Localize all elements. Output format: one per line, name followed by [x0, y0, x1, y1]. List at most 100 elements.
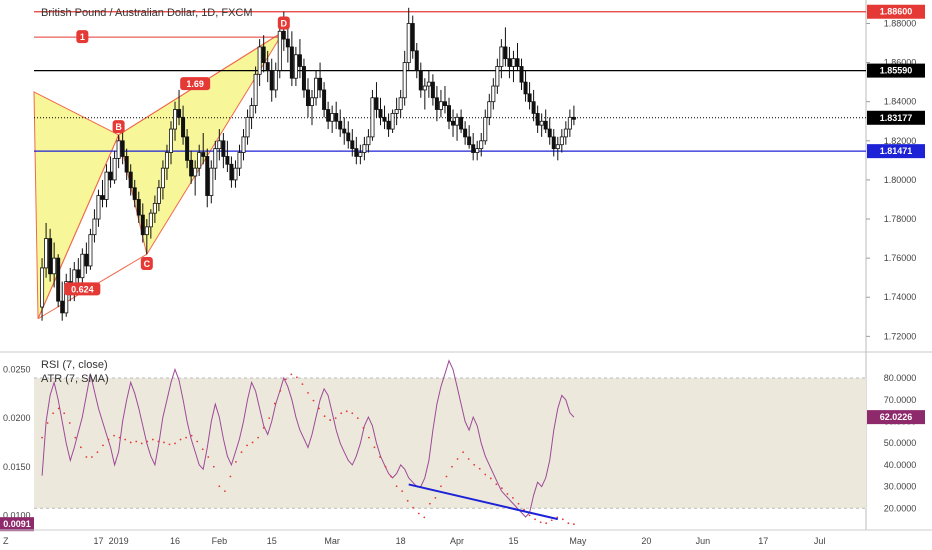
- atr-dot: [484, 473, 487, 476]
- atr-dot: [41, 436, 43, 439]
- rsi-tick-label: 20.0000: [884, 503, 917, 513]
- candle-body: [543, 120, 548, 130]
- candle-body: [265, 62, 270, 71]
- atr-last-tag: [0, 517, 34, 532]
- candle-body: [471, 144, 476, 153]
- atr-dot: [179, 438, 182, 441]
- candle-body: [434, 97, 439, 110]
- candle-body: [459, 116, 464, 130]
- candle-body: [571, 116, 576, 120]
- atr-dot: [157, 440, 160, 443]
- atr-dot: [190, 434, 193, 437]
- atr-dot: [428, 502, 431, 505]
- time-tick-label: Apr: [450, 536, 464, 546]
- candle-body: [318, 77, 323, 91]
- candle-body: [261, 46, 266, 63]
- atr-dot: [495, 483, 498, 486]
- candle-body: [539, 120, 544, 126]
- candle-body: [350, 140, 355, 150]
- candle-body: [257, 46, 262, 75]
- candle-body: [358, 152, 363, 157]
- atr-dot: [500, 487, 503, 490]
- candle-body: [273, 70, 278, 91]
- atr-dot: [545, 522, 548, 525]
- candle-body: [418, 70, 423, 91]
- time-tick-label: Feb: [212, 536, 228, 546]
- candle-body: [52, 257, 57, 275]
- candle-body: [451, 120, 456, 126]
- candle-body: [527, 93, 532, 103]
- candle-body: [390, 113, 395, 130]
- candle-body: [281, 30, 286, 40]
- time-axis[interactable]: 17 2019 16 Feb 15 Mar 18 Apr 15 May 20 Jun 17 Jul: [0, 529, 932, 546]
- atr-dot: [246, 444, 248, 447]
- candle-body: [88, 234, 93, 267]
- atr-dot: [445, 475, 448, 478]
- atr-dot: [345, 410, 348, 413]
- atr-dot: [534, 518, 537, 521]
- price-tick-label: 1.74000: [884, 292, 917, 302]
- rsi-line: [41, 359, 575, 518]
- pattern-leg-xb: [37, 134, 120, 319]
- candle-body: [64, 281, 69, 314]
- corner-label: Z: [3, 536, 9, 546]
- candle-body: [523, 81, 528, 95]
- atr-dot: [462, 451, 465, 454]
- price-tick-label: 1.84000: [884, 97, 917, 107]
- candle-body: [217, 140, 222, 150]
- candle-body: [209, 167, 214, 196]
- candle-body: [438, 101, 443, 110]
- atr-dot: [395, 485, 398, 488]
- atr-dot: [318, 407, 320, 410]
- pattern-label-text: 1.69: [186, 79, 204, 89]
- atr-dot: [506, 493, 509, 495]
- candle-body: [551, 136, 556, 150]
- candle-body: [124, 156, 129, 173]
- rsi-band: [34, 378, 866, 509]
- candle-body: [177, 109, 182, 118]
- atr-dot: [379, 456, 381, 458]
- pattern-label-badge: [277, 16, 290, 30]
- atr-dot: [412, 506, 415, 509]
- atr-dot: [185, 436, 187, 439]
- candle-body: [201, 152, 206, 157]
- atr-dot: [235, 461, 237, 463]
- candle-body: [84, 253, 89, 267]
- atr-tick-label: 0.0100: [3, 510, 31, 520]
- price-tick-label: 1.88000: [884, 18, 917, 28]
- atr-dot: [91, 456, 93, 458]
- candle-body: [96, 195, 101, 220]
- candle-body: [241, 136, 246, 153]
- atr-dot: [550, 519, 553, 522]
- atr-tick-label: 0.0200: [3, 413, 31, 423]
- level-price-tag: [867, 4, 925, 19]
- indicator-pane[interactable]: 20.000030.000040.000050.000060.000070.00…: [0, 359, 925, 532]
- candle-body: [422, 85, 427, 91]
- candle-body: [92, 218, 97, 236]
- divergence-line[interactable]: [408, 483, 559, 521]
- rsi-tick-label: 30.0000: [884, 482, 917, 492]
- atr-dot: [290, 373, 293, 376]
- atr-dot: [434, 497, 437, 499]
- candle-body: [108, 171, 113, 181]
- candle-body: [100, 195, 105, 200]
- time-tick-label: 15: [508, 536, 518, 546]
- price-pane[interactable]: 1.72000 1.74000 1.76000 1.78000 1.80000 1.820…: [33, 0, 925, 530]
- atr-dot: [268, 417, 271, 420]
- atr-dot: [323, 415, 326, 418]
- atr-dot: [417, 512, 420, 515]
- candle-body: [370, 97, 375, 138]
- time-tick-label: Jun: [696, 536, 711, 546]
- atr-dot: [373, 446, 376, 449]
- atr-dot: [151, 438, 154, 441]
- rsi-tick-label: 80.0000: [884, 373, 917, 383]
- candle-body: [495, 66, 500, 87]
- candle-body: [132, 187, 137, 200]
- level-price-text: 1.83177: [880, 113, 913, 123]
- atr-dot: [456, 458, 459, 460]
- atr-dot: [96, 451, 99, 454]
- candle-body: [168, 128, 173, 153]
- candle-body: [80, 253, 85, 279]
- atr-dot: [218, 485, 221, 488]
